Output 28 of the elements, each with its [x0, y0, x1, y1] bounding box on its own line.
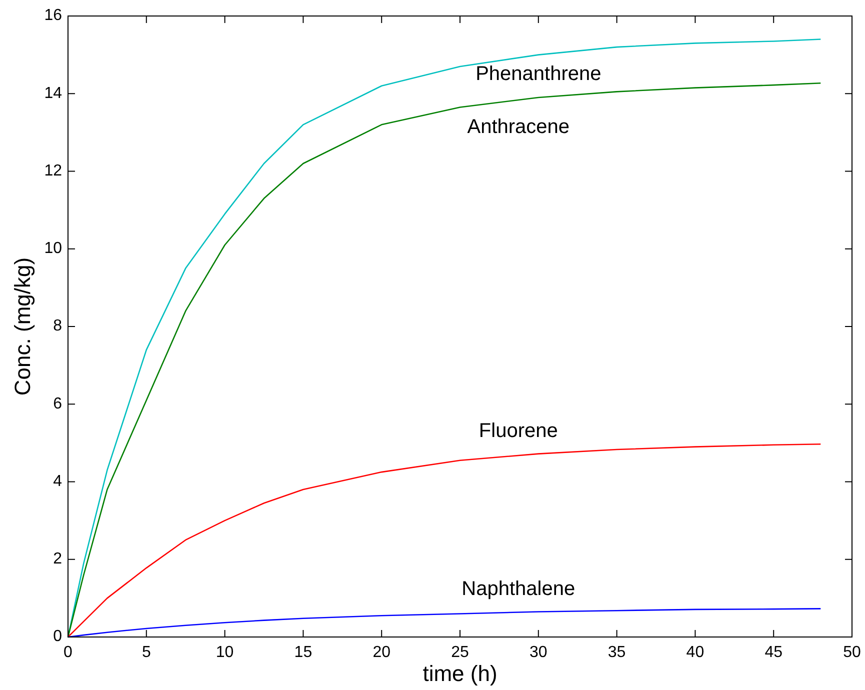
- x-tick-label: 40: [686, 644, 704, 661]
- x-tick-label: 15: [294, 644, 312, 661]
- y-tick-label: 16: [44, 7, 62, 24]
- y-tick-label: 2: [53, 550, 62, 568]
- series-label: Anthracene: [467, 116, 570, 138]
- x-tick-label: 5: [142, 644, 151, 661]
- x-tick-label: 35: [608, 644, 626, 661]
- series-label: Phenanthrene: [476, 63, 602, 86]
- x-tick-label: 50: [843, 644, 861, 661]
- y-tick-label: 8: [53, 318, 62, 335]
- series-label: Fluorene: [478, 420, 558, 442]
- y-tick-label: 10: [44, 240, 62, 258]
- line-series: [67, 608, 822, 638]
- y-axis-title: Conc. (mg/kg): [10, 257, 35, 396]
- x-tick-label: 20: [372, 644, 391, 661]
- y-tick-label: 12: [44, 162, 62, 180]
- x-tick-label: 0: [64, 644, 73, 661]
- y-tick-label: 6: [53, 395, 62, 412]
- x-tick-label: 10: [216, 644, 234, 661]
- x-tick-label: 30: [530, 644, 548, 661]
- x-tick-label: 45: [764, 644, 783, 661]
- y-tick-label: 4: [53, 472, 62, 490]
- x-tick-label: 25: [451, 644, 469, 661]
- y-tick-label: 0: [53, 628, 62, 646]
- line-series: [67, 443, 822, 638]
- series-label: Naphthalene: [462, 578, 576, 600]
- x-axis-title: time (h): [422, 661, 498, 686]
- y-tick-label: 14: [44, 84, 62, 102]
